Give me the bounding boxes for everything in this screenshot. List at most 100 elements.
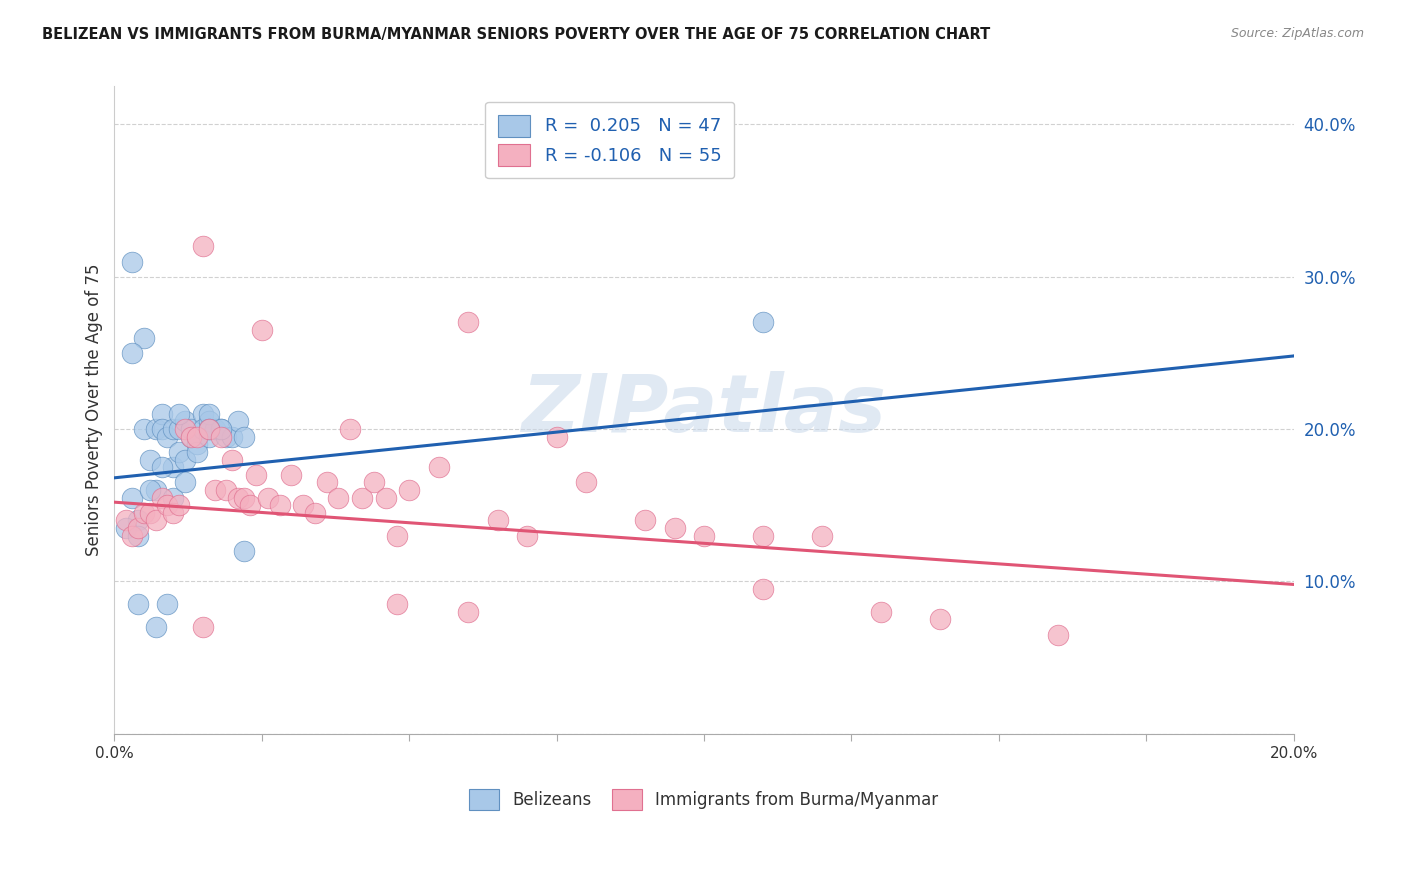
Point bbox=[215, 430, 238, 444]
Point bbox=[427, 460, 450, 475]
Point bbox=[162, 491, 184, 505]
Point bbox=[127, 513, 149, 527]
Point bbox=[174, 475, 197, 490]
Point bbox=[752, 529, 775, 543]
Point bbox=[304, 506, 326, 520]
Point bbox=[215, 483, 238, 497]
Point bbox=[162, 460, 184, 475]
Point bbox=[197, 430, 219, 444]
Point bbox=[145, 513, 167, 527]
Point bbox=[132, 331, 155, 345]
Point bbox=[226, 491, 249, 505]
Point bbox=[928, 612, 950, 626]
Point bbox=[145, 620, 167, 634]
Legend: Belizeans, Immigrants from Burma/Myanmar: Belizeans, Immigrants from Burma/Myanmar bbox=[458, 778, 950, 822]
Point bbox=[457, 315, 479, 329]
Point bbox=[575, 475, 598, 490]
Point bbox=[352, 491, 374, 505]
Point bbox=[121, 491, 143, 505]
Point bbox=[121, 346, 143, 360]
Point bbox=[139, 452, 162, 467]
Point bbox=[870, 605, 893, 619]
Point bbox=[121, 529, 143, 543]
Point bbox=[121, 254, 143, 268]
Point bbox=[197, 407, 219, 421]
Point bbox=[174, 452, 197, 467]
Point bbox=[374, 491, 396, 505]
Point bbox=[169, 445, 191, 459]
Point bbox=[197, 414, 219, 428]
Text: BELIZEAN VS IMMIGRANTS FROM BURMA/MYANMAR SENIORS POVERTY OVER THE AGE OF 75 COR: BELIZEAN VS IMMIGRANTS FROM BURMA/MYANMA… bbox=[42, 27, 990, 42]
Point bbox=[139, 483, 162, 497]
Point bbox=[209, 422, 232, 436]
Point bbox=[209, 430, 232, 444]
Point bbox=[127, 597, 149, 611]
Point bbox=[162, 422, 184, 436]
Point bbox=[191, 239, 214, 253]
Point bbox=[233, 544, 256, 558]
Point bbox=[204, 483, 226, 497]
Text: Source: ZipAtlas.com: Source: ZipAtlas.com bbox=[1230, 27, 1364, 40]
Point bbox=[486, 513, 509, 527]
Point bbox=[398, 483, 420, 497]
Point bbox=[186, 437, 208, 451]
Point bbox=[280, 467, 302, 482]
Point bbox=[150, 407, 173, 421]
Point bbox=[186, 445, 208, 459]
Point bbox=[156, 430, 179, 444]
Point bbox=[387, 597, 409, 611]
Point bbox=[546, 430, 568, 444]
Point bbox=[197, 422, 219, 436]
Point bbox=[115, 521, 138, 535]
Point bbox=[339, 422, 361, 436]
Point bbox=[292, 498, 315, 512]
Point bbox=[174, 422, 197, 436]
Point bbox=[315, 475, 337, 490]
Point bbox=[269, 498, 291, 512]
Point bbox=[457, 605, 479, 619]
Point bbox=[174, 414, 197, 428]
Point bbox=[693, 529, 716, 543]
Point bbox=[634, 513, 657, 527]
Point bbox=[233, 491, 256, 505]
Point bbox=[162, 506, 184, 520]
Point bbox=[250, 323, 273, 337]
Point bbox=[132, 422, 155, 436]
Point bbox=[664, 521, 686, 535]
Point bbox=[233, 430, 256, 444]
Point bbox=[150, 460, 173, 475]
Point bbox=[209, 422, 232, 436]
Point bbox=[145, 422, 167, 436]
Point bbox=[191, 407, 214, 421]
Point bbox=[387, 529, 409, 543]
Point bbox=[1046, 628, 1069, 642]
Point bbox=[139, 506, 162, 520]
Point bbox=[150, 491, 173, 505]
Point bbox=[204, 422, 226, 436]
Point bbox=[256, 491, 278, 505]
Point bbox=[328, 491, 350, 505]
Point bbox=[169, 498, 191, 512]
Point bbox=[169, 422, 191, 436]
Point bbox=[226, 414, 249, 428]
Point bbox=[191, 422, 214, 436]
Point bbox=[127, 521, 149, 535]
Point bbox=[221, 430, 243, 444]
Point bbox=[363, 475, 385, 490]
Point bbox=[221, 452, 243, 467]
Y-axis label: Seniors Poverty Over the Age of 75: Seniors Poverty Over the Age of 75 bbox=[86, 264, 103, 557]
Point bbox=[145, 483, 167, 497]
Point bbox=[180, 422, 202, 436]
Point bbox=[186, 430, 208, 444]
Point bbox=[191, 620, 214, 634]
Point bbox=[811, 529, 834, 543]
Point bbox=[150, 422, 173, 436]
Point bbox=[752, 582, 775, 596]
Point bbox=[156, 498, 179, 512]
Point bbox=[127, 529, 149, 543]
Point bbox=[197, 422, 219, 436]
Point bbox=[169, 407, 191, 421]
Point bbox=[245, 467, 267, 482]
Text: ZIPatlas: ZIPatlas bbox=[522, 371, 887, 449]
Point bbox=[239, 498, 262, 512]
